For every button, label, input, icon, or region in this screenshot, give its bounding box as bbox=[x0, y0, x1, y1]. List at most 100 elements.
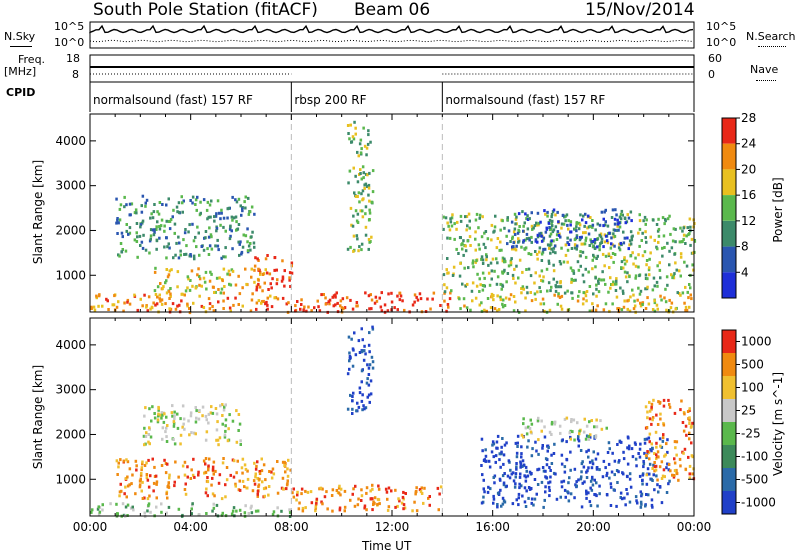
echo-cell bbox=[570, 247, 574, 250]
echo-cell bbox=[267, 485, 271, 488]
echo-cell bbox=[264, 268, 267, 272]
echo-cell bbox=[474, 248, 477, 252]
echo-cell bbox=[514, 482, 517, 486]
status-strips bbox=[89, 21, 695, 83]
echo-cell bbox=[211, 476, 214, 480]
echo-cell bbox=[483, 231, 486, 235]
echo-cell bbox=[153, 228, 156, 232]
echo-cell bbox=[661, 474, 665, 478]
echo-cell bbox=[503, 226, 506, 230]
echo-cell bbox=[255, 464, 258, 468]
colorbar-swatch bbox=[722, 422, 736, 445]
echo-cell bbox=[451, 274, 455, 277]
echo-cell bbox=[552, 277, 555, 281]
echo-cell bbox=[534, 238, 538, 242]
echo-cell bbox=[595, 283, 598, 287]
echo-cell bbox=[541, 297, 545, 301]
echo-cell bbox=[245, 486, 248, 490]
echo-cell bbox=[640, 239, 643, 242]
echo-cell bbox=[247, 212, 251, 216]
echo-cell bbox=[355, 301, 359, 304]
echo-cell bbox=[645, 493, 648, 496]
echo-cell bbox=[152, 489, 155, 493]
echo-cell bbox=[616, 222, 620, 226]
echo-cell bbox=[545, 227, 549, 231]
echo-cell bbox=[529, 274, 533, 278]
cpid-segment-label: normalsound (fast) 157 RF bbox=[93, 93, 253, 107]
echo-cell bbox=[194, 286, 198, 290]
echo-cell bbox=[575, 229, 578, 233]
echo-cell bbox=[243, 511, 247, 515]
echo-cell bbox=[158, 225, 161, 228]
echo-cell bbox=[630, 219, 633, 223]
echo-cell bbox=[587, 214, 590, 218]
echo-cell bbox=[226, 207, 229, 211]
echo-cell bbox=[260, 457, 263, 461]
echo-cell bbox=[154, 293, 158, 296]
echo-cell bbox=[672, 475, 676, 479]
echo-cell bbox=[463, 304, 466, 308]
echo-cell bbox=[360, 350, 364, 354]
echo-cell bbox=[140, 240, 144, 244]
echo-cell bbox=[143, 496, 146, 500]
nave-tick-top: 60 bbox=[708, 52, 722, 65]
echo-cell bbox=[220, 287, 224, 291]
echo-cell bbox=[348, 137, 351, 141]
echo-cell bbox=[346, 407, 350, 411]
echo-cell bbox=[485, 309, 488, 313]
echo-cell bbox=[275, 268, 278, 272]
echo-cell bbox=[184, 228, 187, 231]
echo-cell bbox=[545, 267, 549, 271]
echo-cell bbox=[212, 460, 216, 464]
echo-cell bbox=[471, 281, 475, 285]
echo-cell bbox=[219, 223, 222, 227]
echo-cell bbox=[565, 457, 568, 461]
echo-cell bbox=[492, 230, 495, 234]
echo-cell bbox=[480, 437, 484, 441]
echo-cell bbox=[253, 268, 256, 272]
echo-cell bbox=[232, 459, 236, 463]
echo-cell bbox=[534, 297, 537, 301]
echo-cell bbox=[241, 479, 245, 483]
echo-cell bbox=[189, 477, 193, 480]
echo-cell bbox=[120, 489, 123, 493]
echo-cell bbox=[582, 291, 585, 295]
echo-cell bbox=[570, 420, 573, 424]
echo-cell bbox=[353, 504, 357, 508]
echo-cell bbox=[166, 496, 169, 500]
echo-cell bbox=[261, 480, 264, 484]
echo-cell bbox=[193, 475, 196, 479]
echo-cell bbox=[449, 220, 453, 224]
echo-cell bbox=[514, 300, 517, 304]
echo-cell bbox=[152, 481, 156, 485]
echo-cell bbox=[296, 490, 299, 494]
echo-cell bbox=[517, 228, 520, 232]
echo-cell bbox=[386, 508, 390, 512]
echo-cell bbox=[590, 477, 594, 481]
echo-cell bbox=[357, 497, 360, 501]
echo-cell bbox=[658, 485, 662, 488]
freq-tick-top: 18 bbox=[66, 52, 80, 65]
echo-cell bbox=[606, 451, 610, 454]
echo-cell bbox=[192, 457, 195, 461]
echo-cell bbox=[568, 476, 571, 480]
echo-cell bbox=[332, 294, 336, 298]
echo-cell bbox=[512, 230, 516, 234]
echo-cell bbox=[522, 287, 525, 291]
echo-cell bbox=[627, 216, 631, 220]
colorbar-tick-label: 4 bbox=[741, 265, 749, 279]
echo-cell bbox=[499, 282, 502, 286]
echo-cell bbox=[634, 276, 637, 280]
echo-cell bbox=[653, 461, 656, 464]
echo-cell bbox=[637, 253, 640, 257]
echo-cell bbox=[174, 460, 177, 464]
echo-cell bbox=[198, 277, 202, 281]
echo-cell bbox=[144, 435, 148, 438]
echo-cell bbox=[530, 501, 533, 505]
echo-cell bbox=[689, 286, 692, 290]
echo-cell bbox=[530, 299, 534, 303]
echo-cell bbox=[589, 216, 592, 219]
echo-cell bbox=[331, 295, 334, 299]
echo-cell bbox=[283, 284, 286, 288]
echo-cell bbox=[171, 404, 174, 408]
